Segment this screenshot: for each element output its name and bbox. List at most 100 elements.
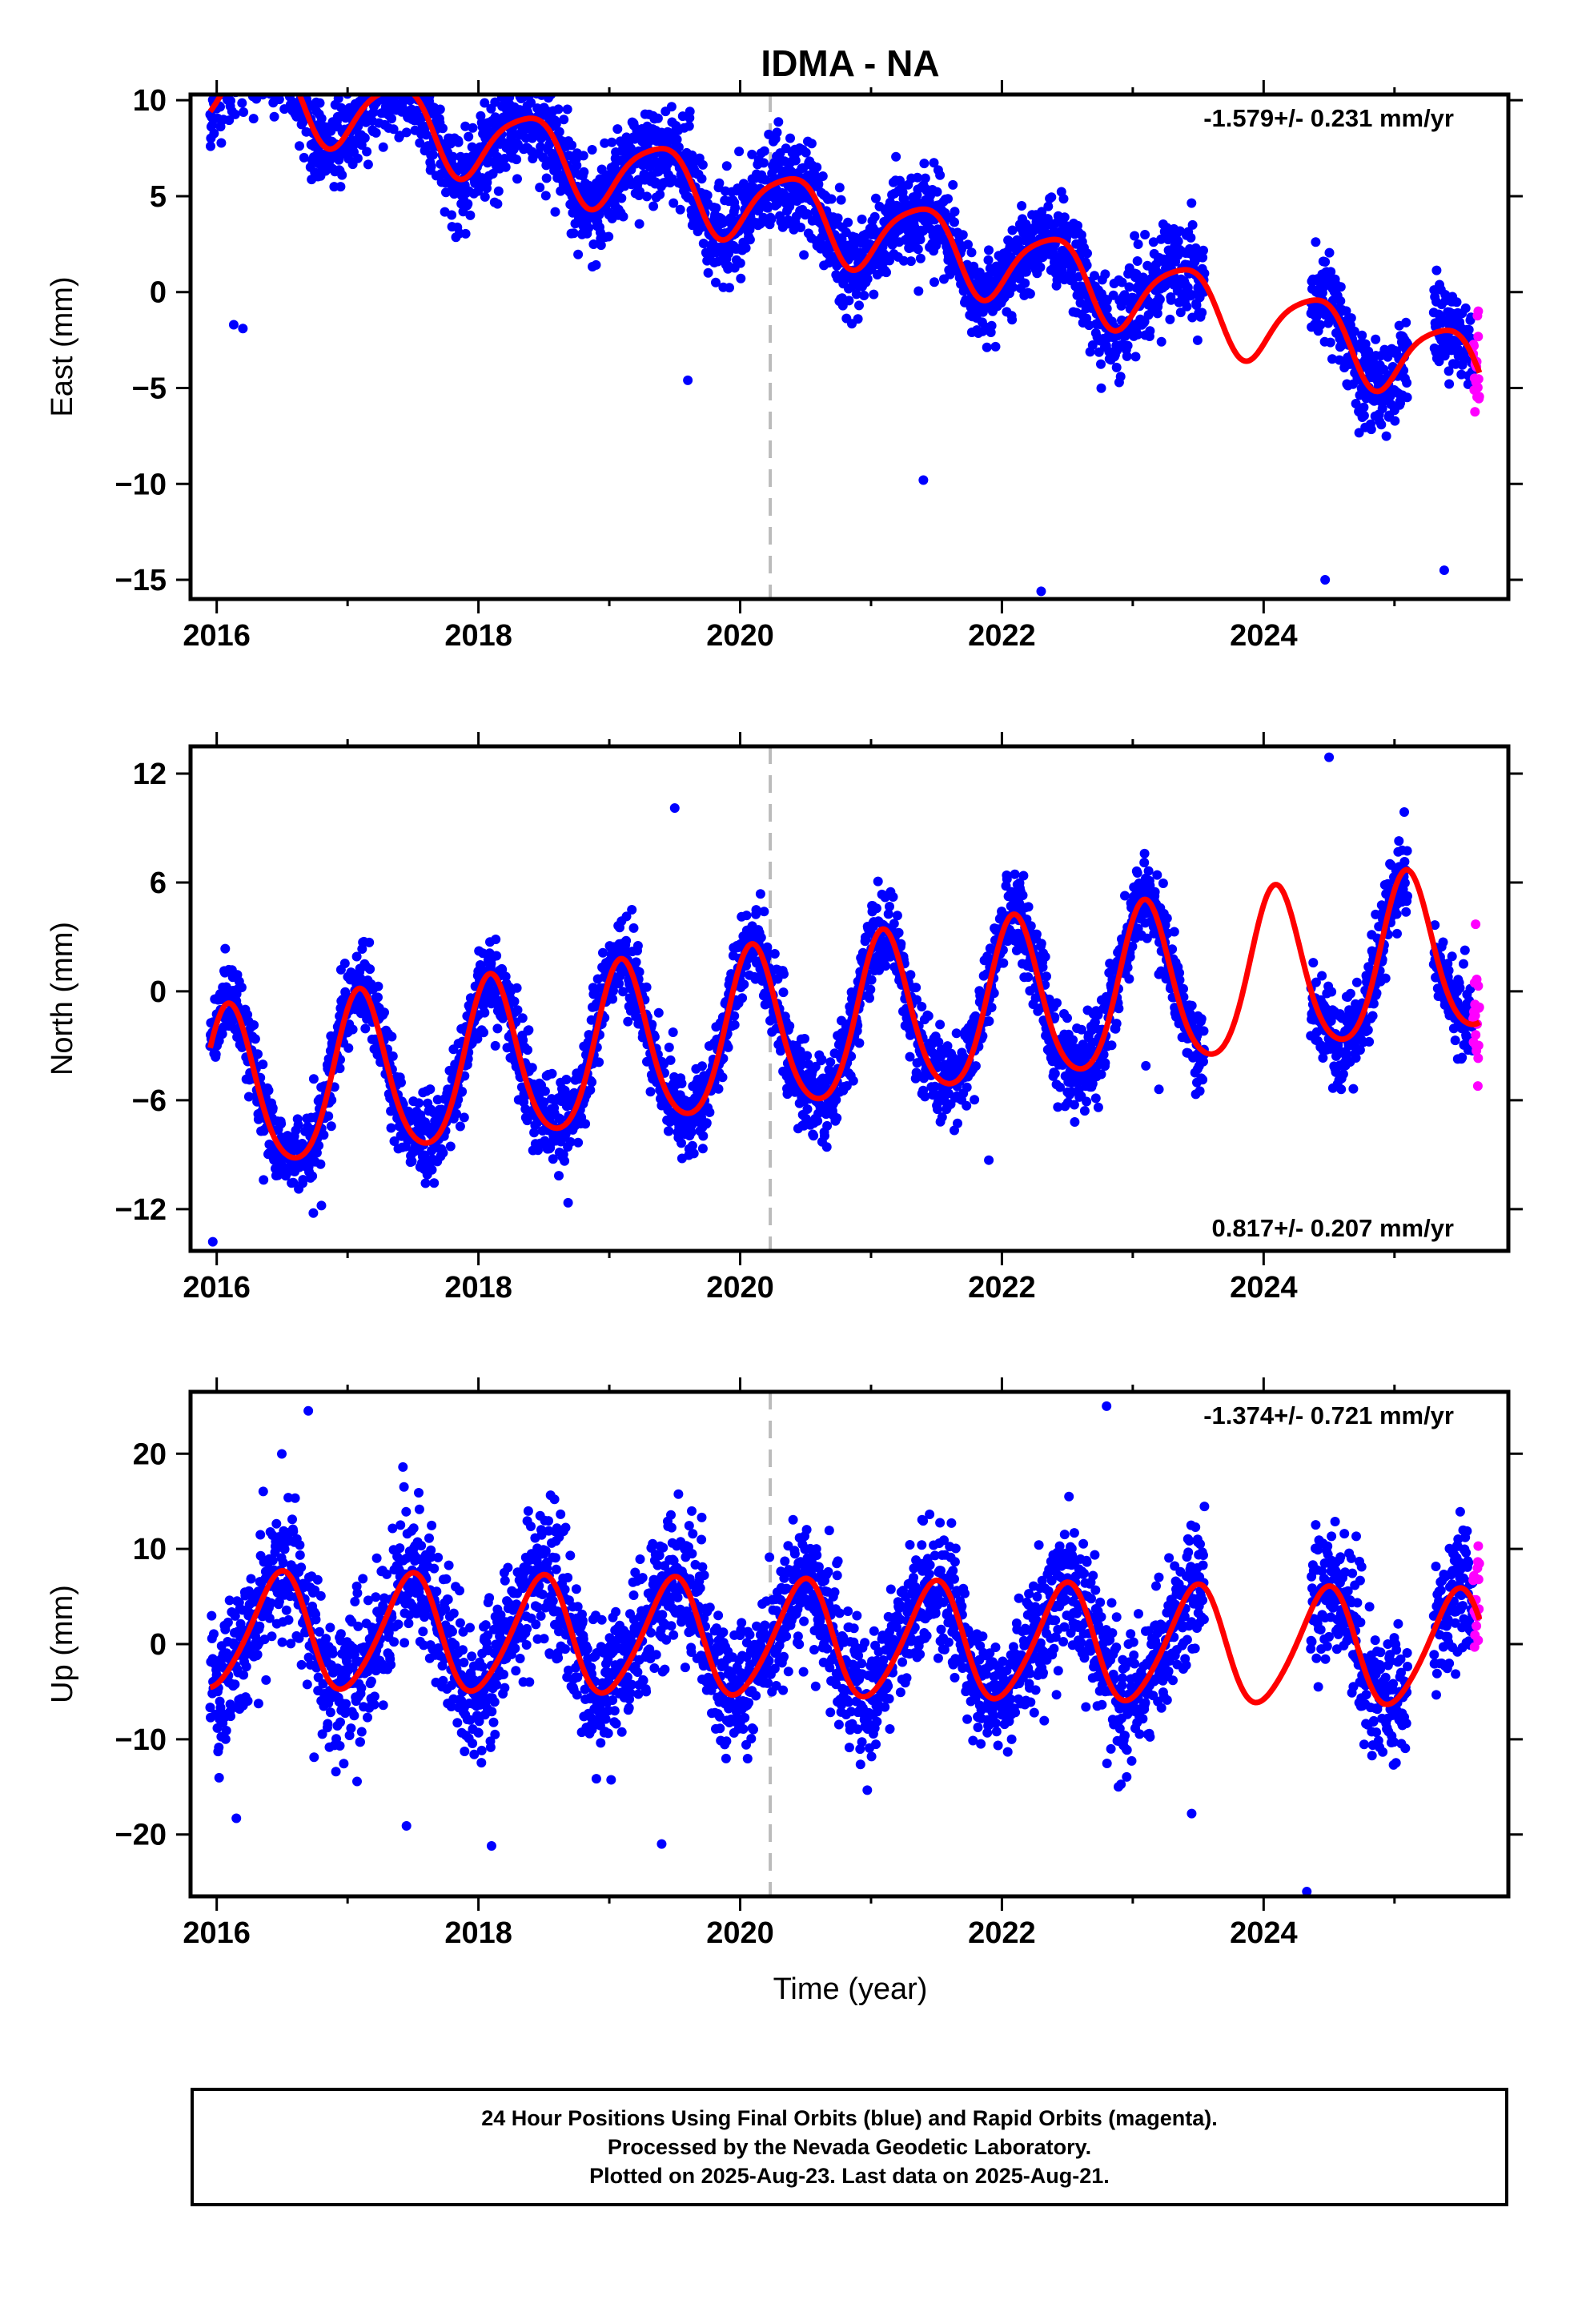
final-orbit-point — [844, 296, 854, 306]
final-orbit-point — [382, 57, 391, 66]
final-orbit-point — [343, 1043, 354, 1053]
final-orbit-point — [1186, 290, 1197, 300]
final-orbit-point — [207, 120, 218, 131]
final-orbit-point — [223, 79, 233, 89]
final-orbit-point — [479, 1027, 488, 1038]
final-orbit-point — [234, 50, 243, 60]
final-orbit-point — [608, 986, 618, 996]
final-orbit-point — [275, 42, 285, 51]
final-orbit-point — [472, 1034, 483, 1044]
final-orbit-point — [386, 66, 396, 75]
final-orbit-point — [251, 49, 260, 58]
final-orbit-point — [401, 127, 412, 138]
final-orbit-point — [366, 82, 375, 92]
final-orbit-point — [713, 256, 723, 267]
final-orbit-point — [1090, 271, 1099, 281]
final-orbit-point — [378, 48, 387, 58]
final-orbit-point — [859, 291, 869, 300]
final-orbit-point — [282, 36, 291, 46]
final-orbit-point — [1145, 326, 1155, 336]
final-orbit-point — [950, 217, 959, 227]
final-orbit-point — [264, 45, 274, 54]
final-orbit-point — [687, 1140, 697, 1151]
final-orbit-point — [1315, 320, 1326, 330]
final-orbit-point — [1357, 330, 1367, 340]
final-orbit-point — [655, 189, 665, 199]
final-orbit-point — [475, 70, 484, 79]
final-orbit-point — [729, 1019, 740, 1030]
final-orbit-point — [539, 1097, 549, 1108]
final-orbit-point — [550, 207, 560, 217]
final-orbit-point — [453, 137, 464, 147]
final-orbit-point — [225, 57, 235, 66]
final-orbit-point — [257, 18, 267, 28]
final-orbit-point — [409, 82, 419, 92]
final-orbit-point — [721, 161, 732, 171]
final-orbit-point — [240, 67, 250, 77]
final-orbit-point — [1020, 278, 1030, 288]
final-orbit-point — [645, 1087, 656, 1097]
final-orbit-point — [385, 82, 395, 91]
final-orbit-point — [251, 46, 260, 56]
final-orbit-point — [232, 52, 242, 62]
final-orbit-point — [305, 80, 315, 90]
final-orbit-point — [1443, 366, 1454, 376]
data-points — [205, 18, 1484, 597]
final-orbit-point — [518, 1035, 528, 1045]
plot-frame — [188, 92, 1511, 601]
final-orbit-point — [231, 42, 241, 51]
final-orbit-point — [224, 115, 235, 126]
final-orbit-point — [364, 937, 375, 947]
final-orbit-point — [302, 73, 311, 82]
final-orbit-point — [587, 145, 597, 155]
final-orbit-point — [428, 150, 438, 160]
final-orbit-point — [509, 996, 520, 1007]
final-orbit-point — [615, 155, 625, 166]
final-orbit-point — [316, 114, 327, 123]
final-orbit-point — [230, 58, 239, 67]
rate-label: -1.579+/- 0.231 mm/yr — [1203, 104, 1454, 132]
final-orbit-point — [523, 1045, 532, 1055]
final-orbit-point — [264, 67, 274, 77]
final-orbit-point — [255, 78, 264, 87]
final-orbit-point — [1326, 267, 1336, 277]
final-orbit-point — [778, 987, 789, 998]
final-orbit-point — [608, 994, 618, 1004]
final-orbit-point — [512, 983, 522, 993]
x-tick-label: 2024 — [1230, 619, 1298, 653]
final-orbit-point — [885, 902, 894, 911]
final-orbit-point — [573, 249, 584, 259]
final-orbit-point — [1111, 362, 1122, 372]
final-orbit-point — [892, 911, 902, 921]
final-orbit-point — [1439, 565, 1449, 576]
final-orbit-point — [274, 94, 284, 105]
final-orbit-point — [785, 1021, 795, 1031]
final-orbit-point — [520, 77, 529, 86]
final-orbit-point — [243, 69, 252, 78]
final-orbit-point — [966, 247, 977, 258]
final-orbit-point — [257, 66, 267, 76]
final-orbit-point — [414, 82, 424, 92]
final-orbit-point — [846, 1051, 857, 1062]
final-orbit-point — [915, 253, 926, 263]
final-orbit-point — [294, 62, 303, 71]
final-orbit-point — [883, 909, 893, 919]
final-orbit-point — [255, 50, 264, 59]
final-orbit-point — [242, 24, 251, 34]
final-orbit-point — [283, 54, 292, 63]
final-orbit-point — [568, 228, 579, 239]
final-orbit-point — [452, 1108, 461, 1119]
final-orbit-point — [252, 29, 262, 38]
final-orbit-point — [234, 71, 243, 81]
final-orbit-point — [702, 190, 713, 200]
final-orbit-point — [279, 75, 289, 85]
final-orbit-point — [400, 82, 409, 91]
final-orbit-point — [278, 30, 287, 40]
final-orbit-point — [1166, 295, 1176, 305]
final-orbit-point — [1402, 378, 1412, 388]
final-orbit-point — [1379, 344, 1390, 355]
final-orbit-point — [918, 475, 929, 485]
final-orbit-point — [1182, 301, 1192, 312]
final-orbit-point — [831, 1095, 841, 1105]
final-orbit-point — [1133, 239, 1143, 249]
